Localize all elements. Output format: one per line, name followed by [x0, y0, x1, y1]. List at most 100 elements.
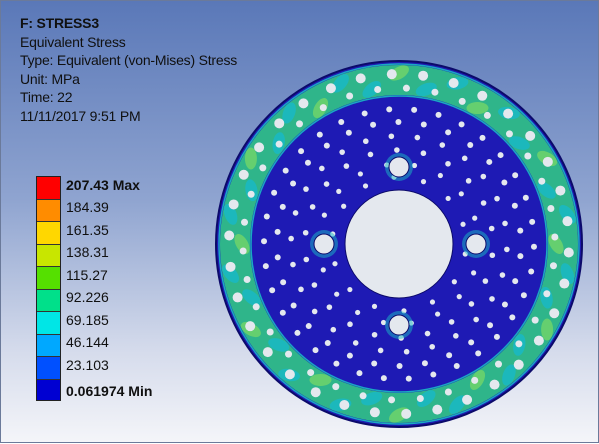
face-hole	[290, 261, 296, 268]
face-hole	[305, 323, 312, 330]
face-hole	[456, 294, 462, 300]
stress-band-patch	[242, 289, 261, 307]
face-hole	[303, 186, 309, 192]
result-timestamp: 11/11/2017 9:51 PM	[20, 107, 141, 124]
vent-hole	[505, 130, 513, 138]
face-hole	[352, 340, 359, 346]
face-hole	[501, 301, 508, 308]
face-hole	[461, 155, 468, 162]
face-hole	[472, 215, 478, 221]
vent-hole	[432, 404, 443, 415]
stress-band-patch	[541, 318, 554, 341]
legend-level-label: 46.144	[66, 334, 109, 350]
face-hole	[294, 329, 301, 336]
vent-hole	[538, 177, 546, 185]
vent-hole	[549, 308, 560, 319]
face-hole	[371, 360, 378, 367]
face-hole	[475, 350, 482, 357]
face-hole	[321, 212, 327, 218]
vent-hole	[503, 108, 514, 119]
vent-hole	[232, 292, 243, 303]
face-hole	[489, 296, 495, 302]
face-hole	[279, 203, 286, 210]
face-hole	[420, 179, 427, 185]
face-hole	[424, 330, 431, 337]
vent-hole	[274, 118, 285, 129]
face-hole	[486, 158, 493, 165]
vent-hole	[562, 216, 573, 227]
face-hole	[479, 134, 486, 141]
face-hole	[488, 225, 495, 232]
bolt-hole	[465, 233, 487, 255]
face-hole	[411, 106, 418, 113]
vent-hole	[359, 392, 367, 400]
face-hole	[473, 316, 479, 323]
face-hole	[261, 238, 268, 245]
face-hole	[316, 131, 323, 138]
vent-hole	[296, 120, 304, 128]
stress-band-patch	[332, 74, 349, 93]
vent-hole	[555, 185, 566, 196]
legend-level-label: 69.185	[66, 312, 109, 328]
vent-hole	[254, 142, 265, 153]
face-hole	[522, 194, 529, 201]
face-hole	[361, 110, 368, 117]
face-hole	[465, 178, 472, 184]
vent-hole	[418, 70, 429, 81]
vent-hole	[533, 335, 544, 346]
vent-hole	[416, 395, 424, 403]
face-hole	[420, 121, 427, 128]
face-hole	[501, 179, 508, 186]
face-hole	[468, 339, 475, 346]
legend-swatch-3	[36, 221, 61, 244]
face-hole	[288, 235, 294, 242]
face-hole	[517, 253, 524, 260]
legend-swatch-7	[36, 311, 61, 334]
vent-hole	[285, 350, 293, 358]
vent-hole	[339, 399, 350, 410]
face-hole	[480, 200, 487, 206]
face-hole	[346, 352, 353, 359]
legend-swatch-8	[36, 333, 61, 356]
face-hole	[395, 119, 402, 126]
stress-band-patch	[268, 338, 290, 352]
vent-hole	[458, 97, 466, 105]
vent-hole	[228, 199, 239, 210]
vent-hole	[266, 328, 274, 336]
bolt-hole	[313, 233, 335, 255]
face-hole	[494, 195, 500, 202]
face-hole	[396, 362, 403, 369]
face-hole	[468, 301, 475, 307]
face-hole	[458, 191, 464, 197]
face-hole	[312, 347, 319, 354]
vent-hole	[524, 152, 532, 160]
face-hole	[517, 227, 524, 234]
face-hole	[380, 319, 387, 326]
face-hole	[530, 243, 537, 250]
vent-hole	[513, 359, 524, 370]
face-hole	[367, 151, 374, 158]
vent-hole	[332, 383, 340, 391]
face-hole	[347, 321, 353, 328]
vent-hole	[319, 104, 327, 112]
face-hole	[279, 309, 286, 316]
stress-band-patch	[466, 102, 489, 115]
face-hole	[323, 181, 330, 187]
face-hole	[334, 291, 340, 297]
face-hole	[323, 142, 330, 149]
face-hole	[405, 375, 412, 382]
face-hole	[453, 363, 460, 370]
face-hole	[336, 188, 342, 194]
legend-swatch-9	[36, 356, 61, 379]
face-hole	[445, 129, 452, 136]
face-hole	[386, 106, 393, 113]
vent-hole	[559, 278, 570, 289]
face-hole	[429, 299, 436, 305]
face-hole	[290, 302, 297, 309]
vent-hole	[298, 98, 309, 109]
stress-band-patch	[537, 181, 556, 199]
vent-hole	[431, 88, 439, 96]
face-hole	[274, 228, 281, 235]
